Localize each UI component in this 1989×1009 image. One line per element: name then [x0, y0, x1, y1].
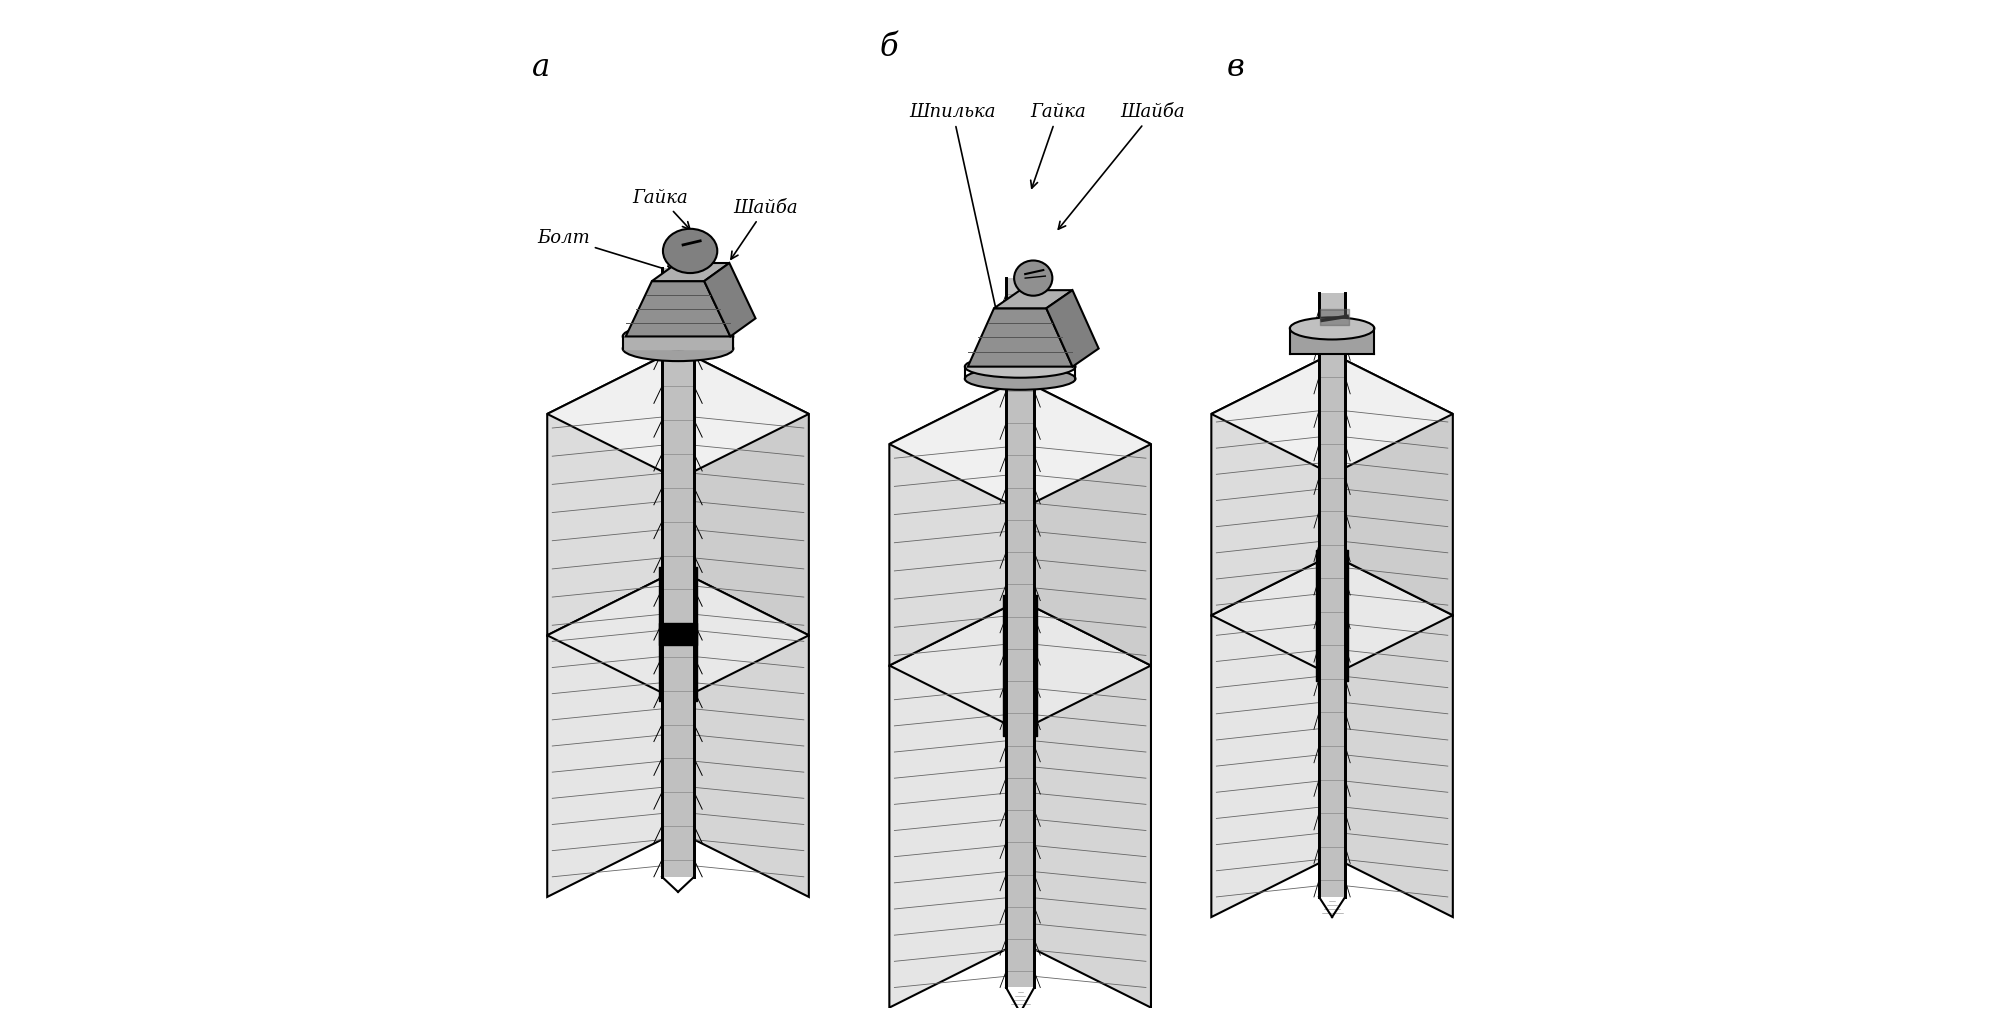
- Bar: [662, 268, 694, 877]
- Polygon shape: [993, 291, 1072, 309]
- Polygon shape: [889, 600, 1150, 731]
- Polygon shape: [652, 263, 730, 282]
- Polygon shape: [1046, 291, 1098, 366]
- Polygon shape: [704, 263, 756, 336]
- Text: Шайба: Шайба: [1058, 103, 1185, 229]
- Polygon shape: [1331, 353, 1452, 615]
- Polygon shape: [889, 378, 1150, 510]
- Bar: [1289, 328, 1374, 353]
- Bar: [1319, 294, 1345, 897]
- Text: Шайба: Шайба: [730, 199, 798, 259]
- Ellipse shape: [623, 324, 734, 349]
- Polygon shape: [547, 570, 678, 897]
- Text: Болт: Болт: [537, 229, 672, 273]
- Polygon shape: [1211, 555, 1452, 676]
- Bar: [1319, 294, 1345, 897]
- Ellipse shape: [1014, 260, 1052, 296]
- Polygon shape: [1331, 555, 1452, 917]
- Text: а: а: [531, 51, 551, 83]
- Bar: [1006, 278, 1034, 988]
- Bar: [662, 268, 694, 877]
- Ellipse shape: [965, 355, 1074, 377]
- Text: в: в: [1225, 51, 1243, 83]
- Polygon shape: [889, 600, 1020, 1008]
- Polygon shape: [625, 282, 730, 336]
- Ellipse shape: [1289, 318, 1374, 339]
- Polygon shape: [967, 309, 1072, 366]
- Text: б: б: [879, 31, 897, 63]
- Polygon shape: [1211, 555, 1331, 917]
- Ellipse shape: [965, 367, 1074, 389]
- Polygon shape: [1211, 353, 1331, 615]
- Polygon shape: [678, 570, 808, 897]
- Text: Гайка: Гайка: [1030, 103, 1086, 189]
- Polygon shape: [547, 570, 808, 700]
- Polygon shape: [547, 348, 678, 636]
- Polygon shape: [547, 348, 808, 479]
- Polygon shape: [1211, 353, 1452, 474]
- Polygon shape: [889, 378, 1020, 666]
- Ellipse shape: [623, 336, 734, 361]
- Ellipse shape: [662, 229, 716, 273]
- Text: Шпилька: Шпилька: [909, 103, 1010, 369]
- Text: Гайка: Гайка: [633, 189, 690, 229]
- Polygon shape: [1020, 378, 1150, 666]
- Polygon shape: [678, 348, 808, 636]
- Bar: [1006, 278, 1034, 988]
- Polygon shape: [1020, 600, 1150, 1008]
